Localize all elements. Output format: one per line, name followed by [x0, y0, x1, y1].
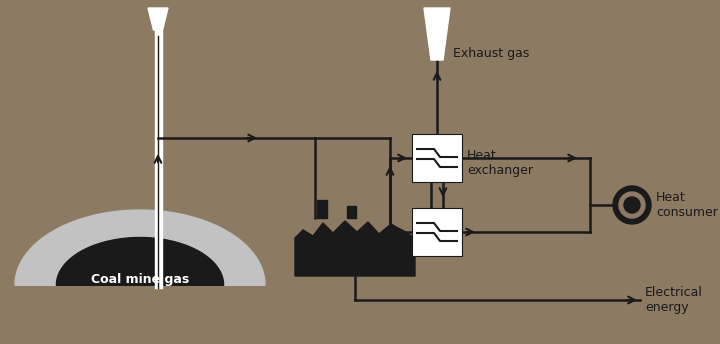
Text: Heat
consumer: Heat consumer: [656, 191, 718, 219]
Polygon shape: [424, 8, 450, 60]
Polygon shape: [295, 221, 415, 276]
Circle shape: [613, 186, 651, 224]
Bar: [155, 18, 161, 288]
Polygon shape: [56, 237, 224, 285]
Bar: [412, 208, 462, 256]
Circle shape: [619, 192, 645, 218]
Text: Heat
exchanger: Heat exchanger: [467, 149, 533, 177]
Bar: [317, 200, 327, 218]
Bar: [347, 206, 356, 218]
Text: Exhaust gas: Exhaust gas: [453, 47, 529, 61]
Polygon shape: [148, 8, 168, 30]
Bar: [412, 134, 462, 182]
Text: Electrical
energy: Electrical energy: [645, 286, 703, 314]
Circle shape: [624, 197, 640, 213]
Text: Coal mine gas: Coal mine gas: [91, 272, 189, 286]
Polygon shape: [15, 210, 265, 285]
